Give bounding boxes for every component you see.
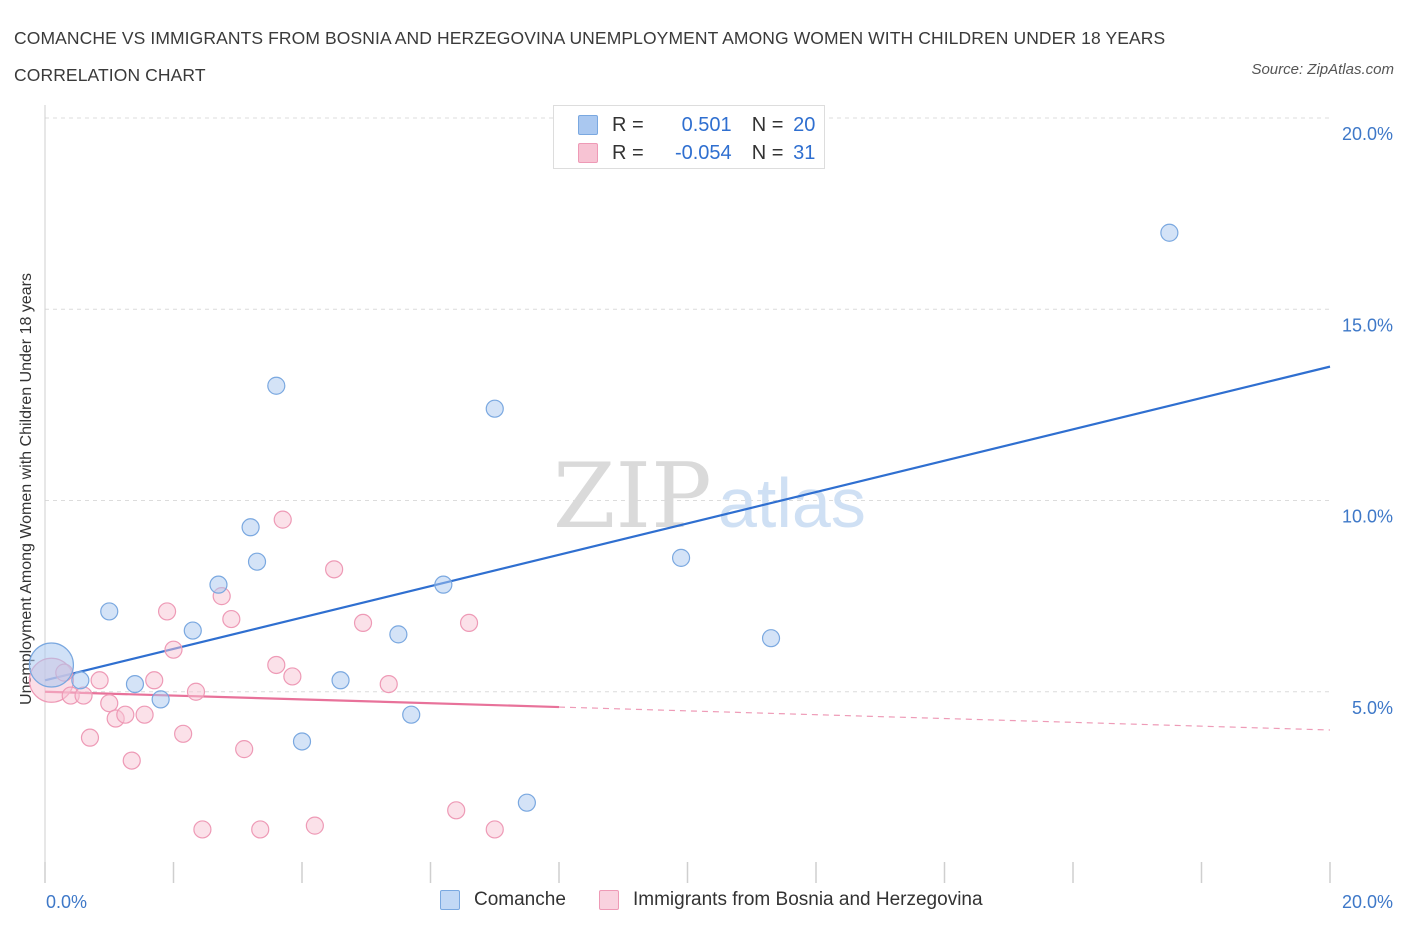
- trend-line-0: [44, 365, 1331, 682]
- data-point-comanche: [28, 642, 75, 688]
- legend-n-label: N =: [751, 141, 784, 164]
- data-point-comanche: [517, 793, 536, 812]
- bottom-legend: Comanche Immigrants from Bosnia and Herz…: [0, 889, 1406, 915]
- data-point-bosnia: [116, 705, 135, 724]
- watermark-zip: ZIP: [553, 444, 712, 549]
- data-point-bosnia: [145, 671, 164, 690]
- data-point-bosnia: [353, 613, 373, 633]
- bottom-legend-bosnia: Immigrants from Bosnia and Herzegovina: [599, 889, 983, 911]
- legend-r-value: 0.501: [681, 113, 732, 136]
- points-layer: [28, 223, 1179, 839]
- data-point-bosnia: [379, 674, 398, 694]
- data-point-bosnia: [222, 609, 241, 629]
- chart-source: Source: ZipAtlas.com: [1251, 61, 1394, 78]
- legend-r-label: R =: [612, 113, 644, 136]
- legend-n-label: N =: [751, 113, 784, 136]
- data-point-comanche: [485, 399, 504, 418]
- data-point-bosnia: [157, 602, 177, 621]
- data-point-bosnia: [122, 751, 141, 770]
- data-point-bosnia: [164, 640, 183, 659]
- data-point-comanche: [402, 705, 421, 724]
- tick-labels: 5.0% 10.0% 15.0% 20.0% 0.0% 20.0%: [46, 124, 1393, 912]
- legend-box: R = 0.501 N = 20 R = -0.054 N = 31: [553, 105, 825, 169]
- y-tick-label: 5.0%: [1352, 698, 1393, 718]
- data-point-bosnia: [305, 816, 324, 835]
- trend-layer: [44, 365, 1331, 731]
- data-point-comanche: [267, 376, 286, 395]
- legend-r-value: -0.054: [674, 141, 732, 164]
- data-point-comanche: [761, 629, 781, 648]
- bottom-legend-swatch-bosnia: [599, 890, 619, 910]
- data-point-bosnia: [174, 724, 193, 743]
- data-point-bosnia: [267, 655, 286, 675]
- grid-layer: [45, 117, 1330, 693]
- watermark-atlas: atlas: [718, 464, 866, 542]
- data-point-comanche: [389, 625, 408, 644]
- data-point-comanche: [331, 671, 350, 690]
- legend-r-label: R =: [612, 141, 644, 164]
- data-point-bosnia: [235, 740, 254, 759]
- data-point-bosnia: [100, 694, 119, 713]
- data-point-bosnia: [459, 613, 479, 633]
- legend-row-bosnia: R = -0.054 N = 31: [578, 141, 815, 165]
- data-point-comanche: [292, 732, 312, 751]
- data-point-bosnia: [193, 820, 212, 839]
- data-point-bosnia: [74, 686, 93, 705]
- watermark: ZIP atlas: [553, 444, 866, 549]
- data-point-comanche: [71, 671, 90, 690]
- data-point-bosnia: [325, 560, 344, 579]
- bottom-legend-label: Comanche: [474, 889, 566, 910]
- data-point-bosnia: [485, 820, 504, 839]
- data-point-bosnia: [135, 705, 154, 724]
- trend-line-dashed-1: [558, 706, 1331, 731]
- data-point-bosnia: [186, 682, 206, 701]
- axis-layer: [44, 105, 1331, 883]
- data-point-bosnia: [283, 667, 302, 686]
- bottom-legend-comanche: Comanche: [440, 889, 566, 911]
- legend-row-comanche: R = 0.501 N = 20: [578, 113, 815, 137]
- y-tick-label: 15.0%: [1342, 315, 1393, 335]
- x-tick-label: 0.0%: [46, 892, 87, 912]
- y-tick-label: 10.0%: [1342, 507, 1393, 527]
- data-point-comanche: [209, 575, 228, 594]
- data-point-comanche: [1160, 223, 1179, 242]
- data-point-bosnia: [447, 801, 466, 820]
- x-tick-label: 20.0%: [1342, 892, 1393, 912]
- data-point-comanche: [241, 518, 260, 537]
- data-point-bosnia: [251, 820, 270, 839]
- data-point-comanche: [100, 602, 119, 621]
- data-point-bosnia: [80, 728, 100, 747]
- bottom-legend-swatch-comanche: [440, 890, 460, 910]
- data-point-comanche: [247, 552, 267, 571]
- data-point-comanche: [183, 621, 202, 640]
- data-point-comanche: [151, 690, 170, 709]
- data-point-comanche: [434, 575, 453, 594]
- legend-swatch-comanche: [578, 115, 598, 135]
- legend-n-value: 31: [793, 141, 816, 164]
- bottom-legend-label: Immigrants from Bosnia and Herzegovina: [633, 889, 983, 910]
- trend-line-1: [44, 690, 560, 709]
- data-point-bosnia: [273, 510, 292, 529]
- data-point-comanche: [671, 548, 691, 567]
- data-point-comanche: [125, 674, 145, 694]
- data-point-bosnia: [90, 671, 109, 690]
- y-tick-label: 20.0%: [1342, 124, 1393, 144]
- legend-swatch-bosnia: [578, 143, 598, 163]
- chart-title: COMANCHE VS IMMIGRANTS FROM BOSNIA AND H…: [14, 28, 1166, 85]
- legend-n-value: 20: [793, 113, 816, 136]
